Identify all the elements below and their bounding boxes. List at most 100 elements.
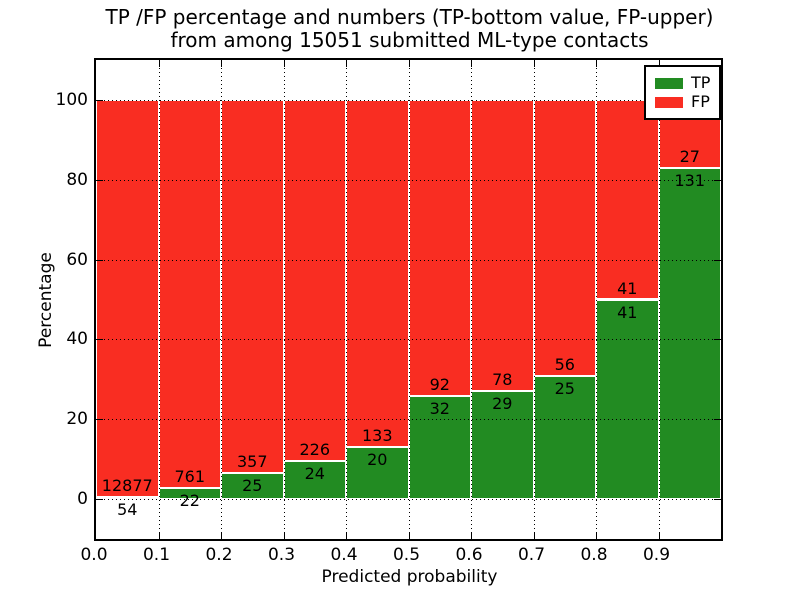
legend-item: FP	[655, 94, 710, 110]
chart-title-line2: from among 15051 submitted ML-type conta…	[170, 28, 649, 52]
bar-segment-fp	[533, 99, 596, 376]
bar-label-fp: 133	[361, 425, 393, 445]
x-tick-label: 0.4	[330, 545, 358, 565]
x-tick-label: 0.2	[205, 545, 233, 565]
x-tick-mark-top	[471, 60, 472, 67]
bar-label-tp: 54	[117, 500, 138, 520]
x-tick-mark-bottom	[221, 532, 222, 539]
bar-label-tp: 32	[429, 399, 450, 419]
bar-label-fp: 41	[617, 278, 638, 298]
bar-label-fp: 226	[299, 439, 331, 459]
gridline-vertical	[283, 60, 285, 539]
x-tick-mark-bottom	[596, 532, 597, 539]
y-tick-mark-right	[714, 179, 721, 181]
x-tick-label: 0.8	[580, 545, 608, 565]
y-tick-mark-left	[96, 419, 103, 421]
x-tick-label: 0.6	[455, 545, 483, 565]
gridline-vertical	[346, 60, 347, 539]
legend: TP FP	[644, 65, 722, 120]
fp-legend-swatch-icon	[655, 96, 683, 108]
legend-label: TP	[691, 73, 711, 92]
bar-label-tp: 29	[492, 393, 513, 413]
x-tick-label: 0.3	[267, 545, 296, 565]
bar-label-tp: 22	[179, 490, 200, 510]
bar-segment-tp	[596, 299, 659, 500]
y-tick-mark-right	[714, 339, 721, 341]
bar-label-fp: 761	[174, 466, 206, 486]
bar-segment-fp	[346, 99, 409, 447]
bar-label-fp: 92	[429, 375, 450, 395]
y-tick-mark-right	[714, 259, 721, 261]
y-tick-label: 100	[55, 89, 88, 110]
x-tick-label: 0.0	[80, 545, 108, 565]
bar-label-fp: 357	[236, 451, 268, 471]
bar-label-tp: 131	[674, 171, 706, 191]
y-tick-mark-left	[96, 499, 103, 501]
bar-segment-fp	[471, 99, 534, 391]
y-tick-label: 0	[77, 489, 88, 510]
bar-label-tp: 24	[304, 463, 325, 483]
bar-label-fp: 27	[679, 147, 700, 167]
y-tick-mark-left	[96, 339, 103, 341]
bar-segment-fp	[408, 99, 471, 397]
x-tick-mark-top	[346, 60, 347, 67]
y-tick-label: 80	[66, 169, 88, 190]
bar-label-fp: 78	[492, 369, 513, 389]
bar-segment-tp	[533, 375, 596, 500]
x-tick-mark-bottom	[658, 532, 660, 539]
bar-label-tp: 20	[367, 449, 388, 469]
x-tick-mark-bottom	[471, 532, 472, 539]
x-tick-mark-top	[283, 60, 285, 67]
legend-item: TP	[655, 75, 710, 91]
bar-segment-tp	[221, 472, 284, 500]
y-tick-label: 20	[66, 409, 88, 430]
gridline-vertical	[158, 60, 160, 539]
bar-segment-fp	[221, 99, 284, 473]
y-tick-mark-right	[714, 419, 721, 421]
y-tick-label: 60	[66, 249, 88, 270]
gridline-vertical	[533, 60, 535, 539]
chart-title-line1: TP /FP percentage and numbers (TP-bottom…	[105, 5, 714, 29]
bar-label-tp: 25	[242, 475, 263, 495]
bar-segment-fp	[158, 99, 221, 488]
bar-segment-fp	[96, 99, 159, 498]
y-tick-mark-left	[96, 259, 103, 261]
x-tick-mark-bottom	[346, 532, 347, 539]
x-tick-label: 0.5	[392, 545, 421, 565]
x-tick-mark-top	[221, 60, 222, 67]
bar-label-fp: 12877	[101, 476, 153, 496]
bar-label-tp: 25	[554, 378, 575, 398]
x-tick-mark-bottom	[283, 532, 285, 539]
gridline-vertical	[658, 60, 660, 539]
x-tick-mark-top	[596, 60, 597, 67]
x-tick-mark-top	[158, 60, 160, 67]
bar-label-fp: 56	[554, 354, 575, 374]
x-tick-mark-bottom	[158, 532, 160, 539]
x-tick-label: 0.9	[642, 545, 671, 565]
x-tick-label: 0.7	[517, 545, 546, 565]
x-tick-label: 0.1	[142, 545, 171, 565]
bar-segment-tp	[346, 446, 409, 500]
bar-segment-fp	[283, 99, 346, 461]
x-tick-mark-bottom	[408, 532, 410, 539]
x-tick-mark-top	[658, 60, 660, 67]
legend-label: FP	[691, 92, 710, 111]
x-tick-mark-bottom	[533, 532, 535, 539]
y-tick-mark-left	[96, 179, 103, 181]
bar-label-tp: 41	[617, 302, 638, 322]
y-tick-mark-right	[714, 499, 721, 501]
gridline-vertical	[408, 60, 410, 539]
y-tick-mark-left	[96, 99, 103, 101]
x-tick-mark-top	[408, 60, 410, 67]
gridline-vertical	[221, 60, 222, 539]
gridline-vertical	[596, 60, 597, 539]
chart-title: TP /FP percentage and numbers (TP-bottom…	[95, 6, 724, 52]
x-axis-label: Predicted probability	[321, 567, 498, 587]
tp-legend-swatch-icon	[655, 77, 683, 89]
bar-segment-tp	[408, 396, 471, 500]
y-tick-label: 40	[66, 329, 88, 350]
gridline-vertical	[471, 60, 472, 539]
plot-area: TP FP 12877 54 761 22 357 25 226 24 133 20 92 32 78 29…	[94, 58, 723, 541]
x-tick-mark-top	[533, 60, 535, 67]
